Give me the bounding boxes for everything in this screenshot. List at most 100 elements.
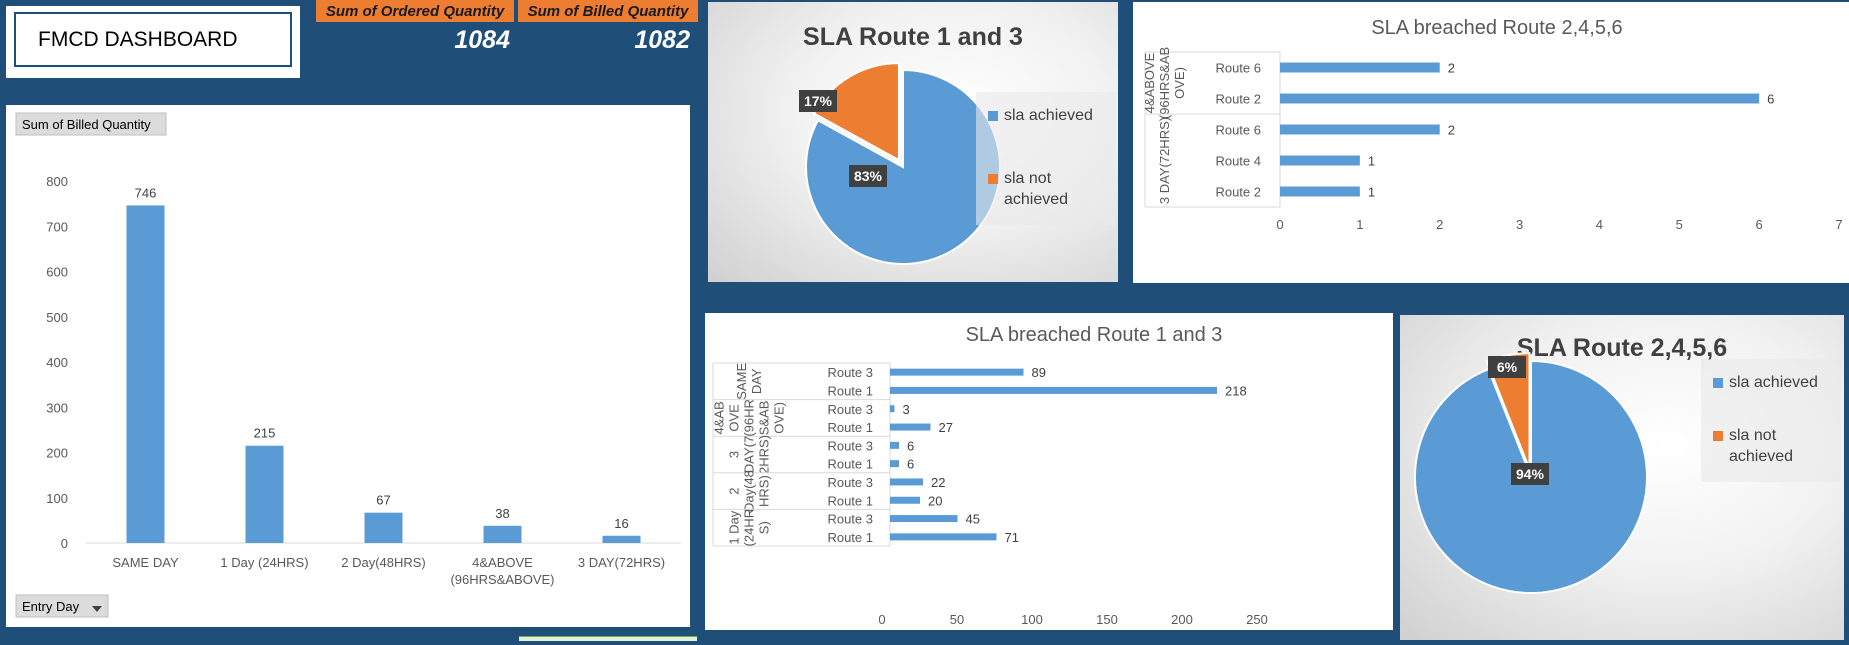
y-tick-label: Route 6 [1215, 123, 1261, 138]
data-label: 746 [135, 185, 157, 200]
sheet-cell-strip [519, 636, 697, 641]
x-tick-label: 7 [1835, 217, 1842, 232]
bar [890, 405, 895, 413]
sla-route-2456-pie-chart: SLA Route 2,4,5,6 94% 6% sla achieved sla no… [1414, 334, 1841, 594]
group-label: 3DAY(72HRS) [727, 435, 772, 474]
bar [890, 478, 923, 486]
data-label: 6 [907, 438, 914, 453]
bar [890, 533, 997, 541]
y-tick-label: Route 6 [1215, 61, 1261, 76]
sla-route-1-3-panel: SLA Route 1 and 3 83% 17% sla achieved sla n… [708, 2, 1118, 282]
data-label: 1 [1368, 154, 1375, 169]
data-label: 27 [939, 420, 953, 435]
data-label: 3 [903, 402, 910, 417]
data-label-box [1511, 463, 1549, 485]
bar [890, 460, 899, 468]
data-label-box [799, 90, 837, 112]
bar [890, 515, 958, 523]
bar [602, 535, 641, 543]
bar [1280, 93, 1760, 104]
y-tick-label: Route 1 [827, 420, 873, 435]
legend-box [976, 92, 1116, 225]
group-label: 3 DAY(72HRS) [1157, 117, 1172, 204]
bar [890, 441, 899, 449]
x-tick-label: 5 [1676, 217, 1683, 232]
y-tick-label: Route 3 [827, 402, 873, 417]
bar [364, 512, 403, 543]
data-label-box [849, 165, 887, 187]
y-tick-label: Route 3 [827, 438, 873, 453]
x-tick-label: 2 [1436, 217, 1443, 232]
x-tick-label: 250 [1246, 612, 1268, 627]
x-tick-label: 150 [1096, 612, 1118, 627]
breached-route-1-3-panel: SLA breached Route 1 and 3 0 50 100 150 200 25… [705, 313, 1393, 630]
kpi-billed-value: 1082 [634, 26, 690, 54]
y-tick-label: Route 3 [827, 365, 873, 380]
pie-slice-sla-achieved [805, 68, 1001, 265]
bar [245, 445, 284, 543]
legend-swatch [1713, 431, 1723, 441]
chart-title: SLA breached Route 1 and 3 [966, 324, 1223, 346]
x-tick-label: 0 [878, 612, 885, 627]
field-button[interactable] [15, 112, 167, 136]
dropdown-arrow-icon[interactable] [92, 606, 102, 612]
y-tick-label: Route 1 [827, 530, 873, 545]
bar [1280, 124, 1440, 135]
data-label: 22 [931, 475, 945, 490]
x-tick-label: 4 [1596, 217, 1603, 232]
data-label: 2 [1448, 61, 1455, 76]
sla-route-2456-panel: SLA Route 2,4,5,6 94% 6% sla achieved sla no… [1400, 315, 1844, 640]
bar [890, 386, 1217, 394]
data-label: 218 [1225, 383, 1247, 398]
data-label: 17% [804, 93, 833, 109]
y-tick-label: 800 [46, 174, 68, 189]
entry-day-filter-label: Entry Day [22, 599, 80, 614]
legend-swatch [1713, 378, 1723, 388]
x-tick-label: 0 [1276, 217, 1283, 232]
y-tick-label: 500 [46, 310, 68, 325]
bar [890, 496, 920, 504]
pie-slice-sla-not-achieved [1485, 352, 1531, 470]
kpi-billed-label: Sum of Billed Quantity [518, 0, 698, 22]
y-tick-label: 100 [46, 491, 68, 506]
entry-day-filter-button[interactable] [15, 594, 109, 618]
legend-swatch [988, 111, 998, 121]
y-tick-label: Route 1 [827, 383, 873, 398]
y-tick-label: Route 3 [827, 475, 873, 490]
x-tick-label: 3 DAY(72HRS) [578, 555, 665, 570]
breached-route-1-3-plot-area: SAMEDAY Route 3 89 Route 1 218 4&ABOVE(96HRS&… [712, 362, 1247, 547]
dashboard-title: FMCD DASHBOARD [14, 12, 292, 67]
data-label: 38 [495, 506, 509, 521]
billed-quantity-chart-panel: Sum of Billed Quantity Entry Day 0 100 200 30… [6, 105, 690, 627]
group-label: 4&ABOVE(96HRS&ABOVE) [712, 399, 787, 437]
y-tick-label: Route 4 [1215, 154, 1261, 169]
x-tick-label: 1 [1356, 217, 1363, 232]
group-label: 4&ABOVE(96HRS&ABOVE) [1142, 47, 1187, 119]
bar [483, 525, 522, 543]
data-label: 67 [376, 493, 390, 508]
data-label: 2 [1448, 123, 1455, 138]
field-button-label: Sum of Billed Quantity [22, 117, 151, 132]
data-label: 71 [1005, 530, 1019, 545]
y-tick-label: 0 [61, 536, 68, 551]
bar [890, 423, 931, 431]
x-tick-label: 50 [950, 612, 964, 627]
chart-title: SLA Route 2,4,5,6 [1517, 334, 1727, 362]
kpi-ordered-label: Sum of Ordered Quantity [316, 0, 514, 22]
data-label: 89 [1032, 365, 1046, 380]
y-tick-label: Route 1 [827, 457, 873, 472]
bar [1280, 186, 1360, 197]
bar [1280, 62, 1440, 73]
billed-quantity-chart: Sum of Billed Quantity Entry Day 0 100 200 30… [15, 112, 681, 618]
y-tick-label: Route 3 [827, 512, 873, 527]
x-tick-label: 4&ABOVE (96HRS&ABOVE) [450, 555, 554, 587]
legend-swatch [988, 174, 998, 184]
legend-label: sla not achieved [1729, 427, 1793, 465]
y-tick-label: Route 2 [1215, 92, 1261, 107]
data-label: 6 [1767, 92, 1774, 107]
y-tick-label: Route 1 [827, 493, 873, 508]
data-label: 6% [1497, 359, 1518, 375]
data-label: 45 [966, 512, 980, 527]
y-tick-label: 400 [46, 355, 68, 370]
x-tick-label: 1 Day (24HRS) [220, 555, 308, 570]
